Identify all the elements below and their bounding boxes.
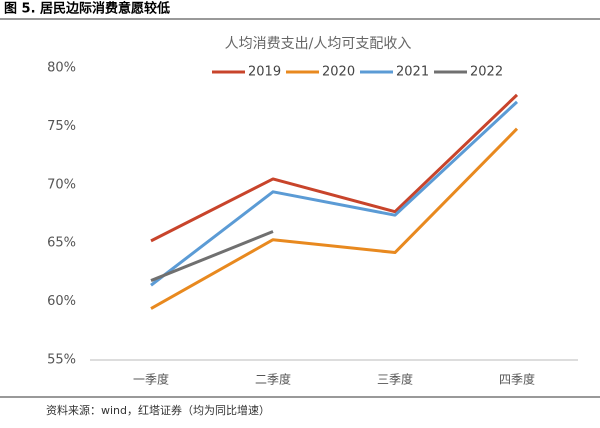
- y-tick-label: 55%: [47, 353, 76, 368]
- series-line: [150, 127, 519, 310]
- x-tick-label: 三季度: [377, 372, 413, 387]
- source-note: 资料来源：wind，红塔证券（均为同比增速）: [46, 403, 270, 417]
- x-tick-label: 四季度: [499, 372, 535, 387]
- series-line: [150, 93, 519, 243]
- series-line: [150, 100, 519, 287]
- chart-title: 人均消费支出/人均可支配收入: [225, 36, 412, 52]
- legend-label: 2021: [396, 65, 429, 80]
- y-tick-label: 65%: [47, 236, 76, 251]
- x-tick-label: 一季度: [133, 372, 169, 387]
- legend-label: 2020: [322, 65, 355, 80]
- series-line: [150, 230, 274, 282]
- figure-title: 图 5. 居民边际消费意愿较低: [4, 1, 170, 17]
- y-tick-label: 80%: [47, 61, 76, 76]
- y-tick-label: 75%: [47, 119, 76, 134]
- x-tick-label: 二季度: [255, 372, 291, 387]
- legend-label: 2019: [248, 65, 281, 80]
- legend-label: 2022: [470, 65, 503, 80]
- y-tick-label: 70%: [47, 177, 76, 192]
- y-tick-label: 60%: [47, 294, 76, 309]
